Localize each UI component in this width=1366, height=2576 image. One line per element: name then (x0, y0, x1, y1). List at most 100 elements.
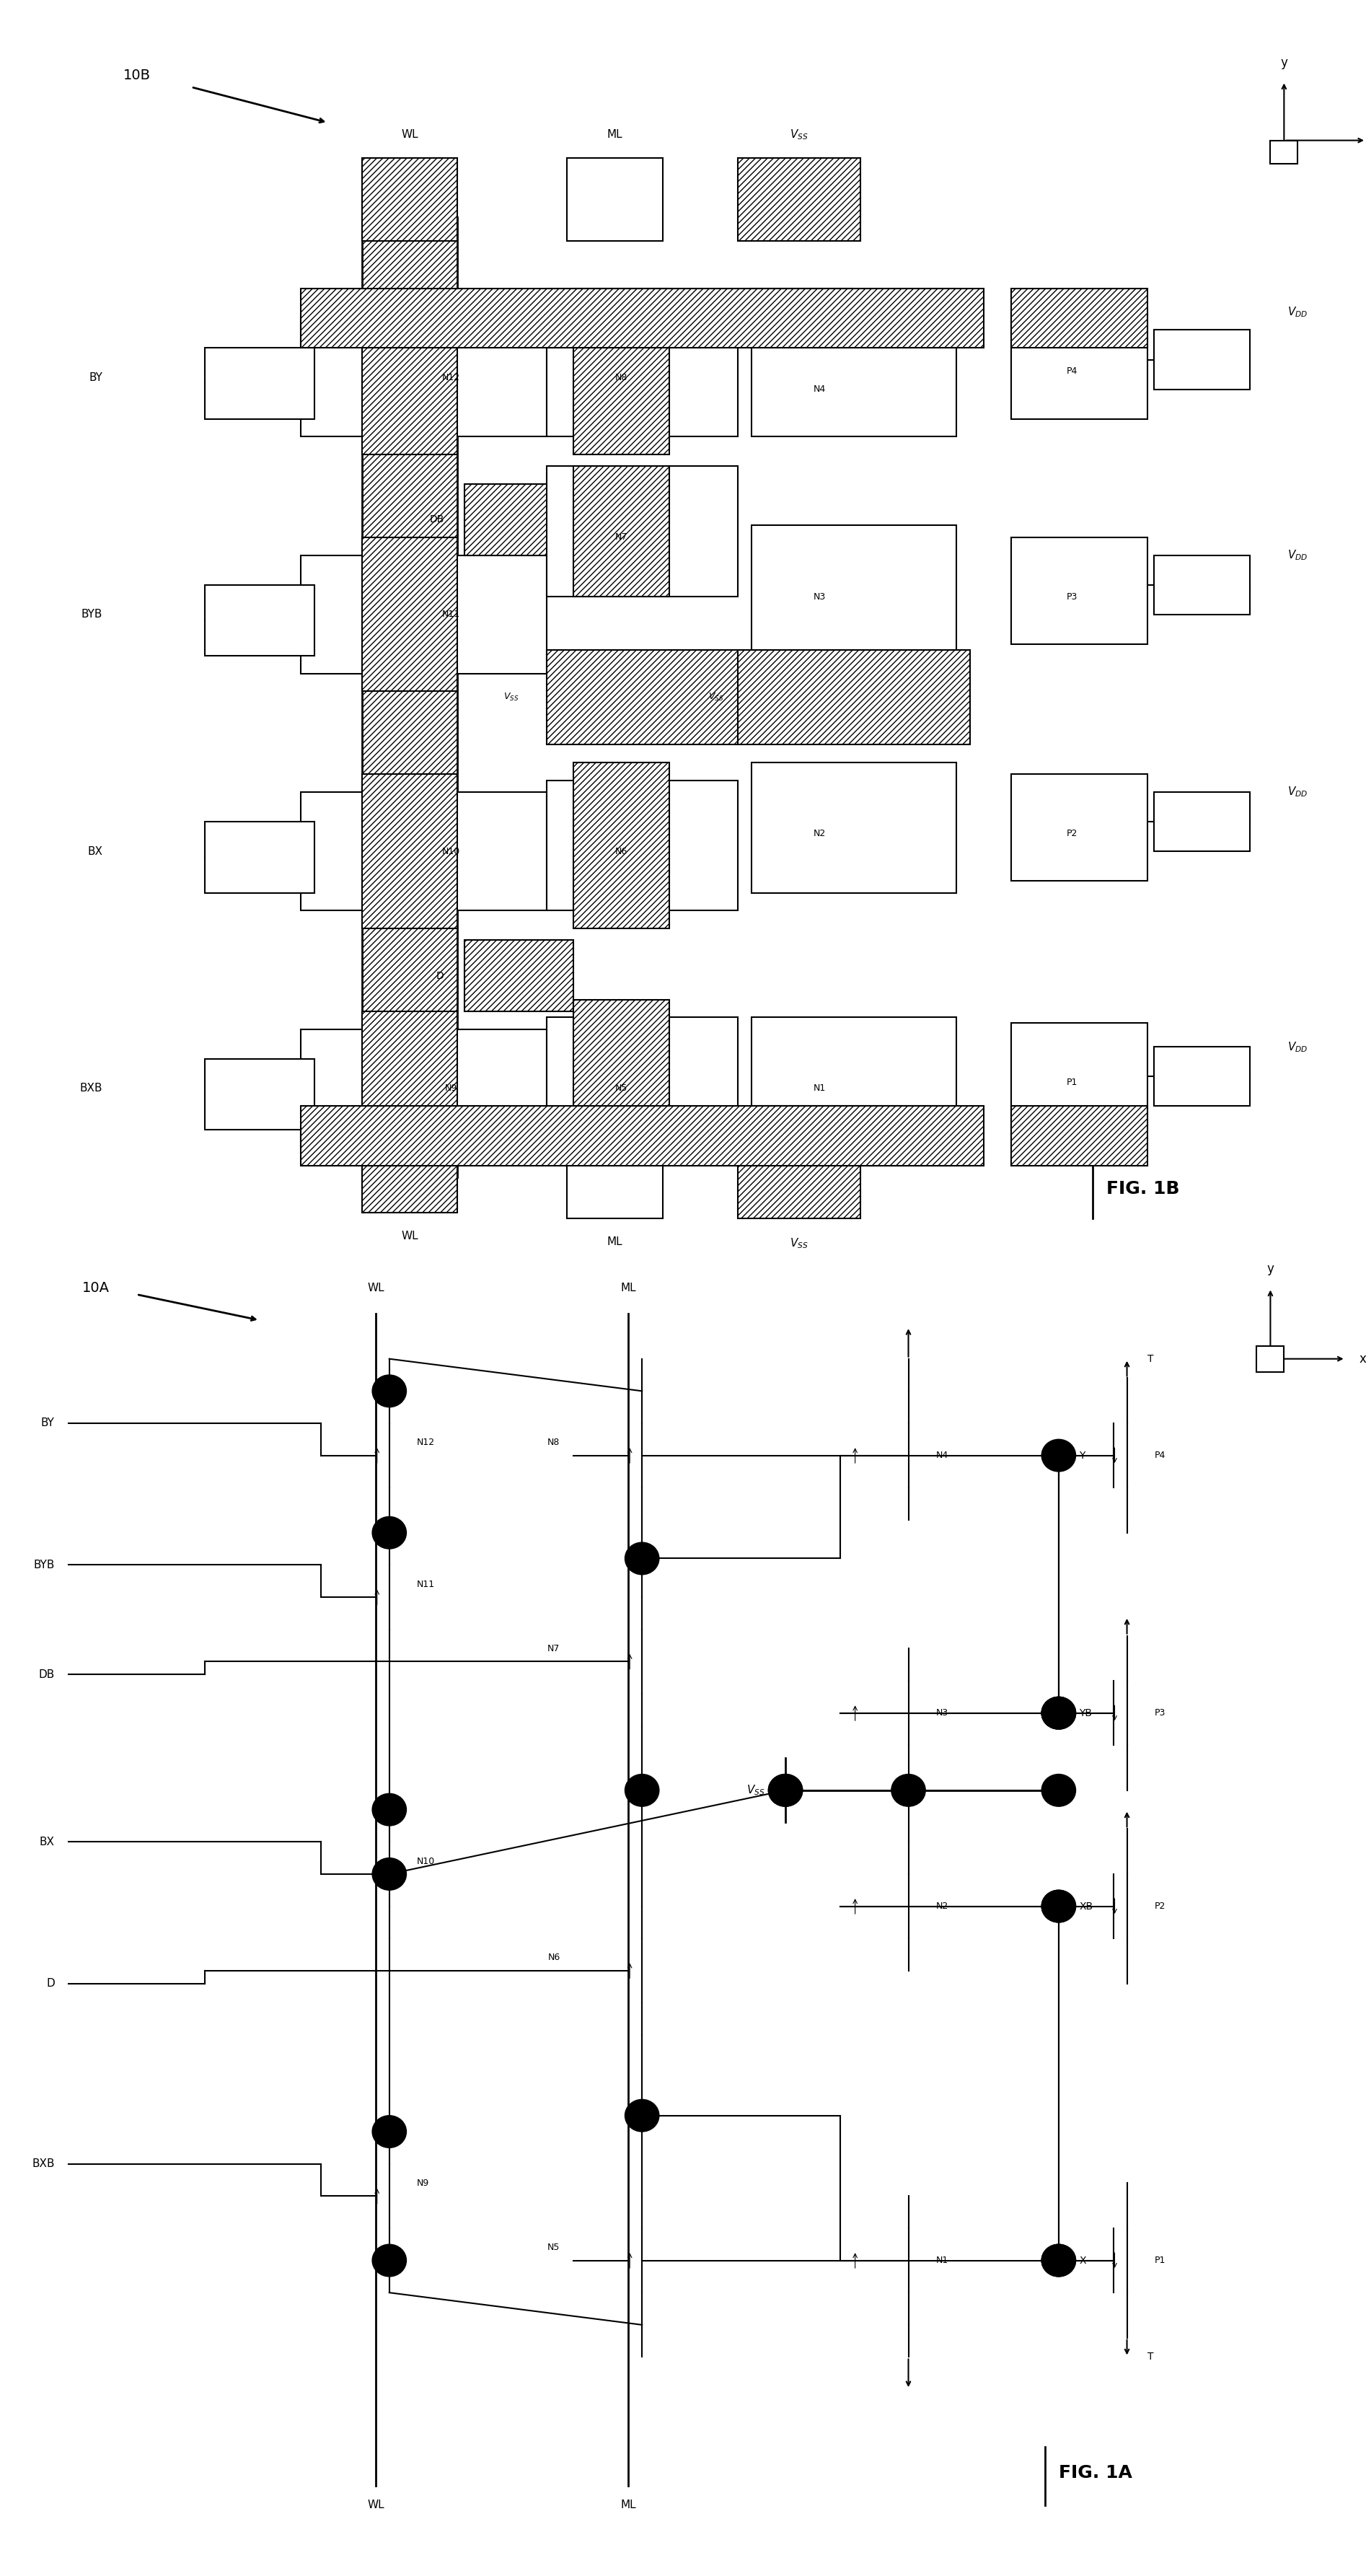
Bar (1011, 1105, 1147, 1164)
Text: XB: XB (1079, 1901, 1093, 1911)
Bar (546, 1018, 738, 1146)
Bar (362, 157, 458, 242)
Circle shape (1042, 1698, 1076, 1728)
Circle shape (1042, 1698, 1076, 1728)
Bar (205, 348, 314, 420)
Text: N2: N2 (813, 829, 826, 837)
Circle shape (1042, 1891, 1076, 1922)
Text: N8: N8 (615, 374, 628, 381)
Circle shape (626, 2099, 658, 2133)
Circle shape (372, 1857, 407, 1891)
Text: N10: N10 (441, 848, 460, 855)
Circle shape (626, 1543, 658, 1574)
Text: P1: P1 (1154, 2257, 1165, 2264)
Text: N3: N3 (813, 592, 826, 600)
Bar (464, 484, 574, 554)
Text: N2: N2 (936, 1901, 948, 1911)
Circle shape (1042, 1440, 1076, 1471)
Circle shape (1042, 2244, 1076, 2277)
Circle shape (769, 1775, 803, 1806)
Bar (574, 466, 669, 598)
Circle shape (372, 1793, 407, 1826)
Text: BX: BX (87, 845, 102, 858)
Bar (1154, 791, 1250, 850)
Bar (738, 1146, 861, 1218)
Text: ML: ML (607, 129, 623, 139)
Text: P3: P3 (1067, 592, 1078, 600)
Text: BYB: BYB (81, 608, 102, 621)
Text: N5: N5 (615, 1084, 628, 1092)
Bar (1011, 1023, 1147, 1131)
Bar (362, 1154, 458, 1213)
Text: N7: N7 (615, 533, 628, 541)
Text: N1: N1 (936, 2257, 948, 2264)
Bar (301, 1105, 984, 1164)
Circle shape (626, 1775, 658, 1806)
Text: BXB: BXB (79, 1082, 102, 1095)
Bar (1011, 775, 1147, 881)
Bar (546, 289, 854, 348)
Text: N7: N7 (548, 1643, 560, 1654)
Circle shape (1042, 1891, 1076, 1922)
Bar (751, 762, 956, 894)
Bar (751, 1018, 956, 1146)
Bar (205, 585, 314, 657)
Text: N10: N10 (417, 1857, 434, 1865)
Text: $V_{DD}$: $V_{DD}$ (1288, 1041, 1307, 1054)
Bar (362, 1012, 458, 1164)
Circle shape (1042, 1698, 1076, 1728)
Text: FIG. 1A: FIG. 1A (1059, 2465, 1132, 2481)
Bar (301, 317, 546, 435)
Text: N8: N8 (548, 1437, 560, 1448)
Text: ML: ML (607, 1236, 623, 1247)
Circle shape (372, 1376, 407, 1406)
Text: T: T (1147, 2352, 1153, 2362)
Bar (1011, 538, 1147, 644)
Text: N11: N11 (417, 1579, 434, 1589)
Bar (738, 157, 861, 242)
Text: WL: WL (402, 1231, 418, 1242)
Text: $V_{SS}$: $V_{SS}$ (790, 1236, 809, 1249)
Text: $V_{SS}$: $V_{SS}$ (709, 693, 724, 703)
Bar (301, 554, 546, 672)
Bar (1154, 330, 1250, 389)
Text: N9: N9 (417, 2179, 429, 2187)
Text: N12: N12 (417, 1437, 434, 1448)
Text: BXB: BXB (31, 2159, 55, 2169)
Text: DB: DB (429, 515, 444, 526)
Bar (546, 781, 738, 909)
Bar (1154, 556, 1250, 613)
Bar (1154, 1046, 1250, 1105)
Circle shape (372, 2115, 407, 2148)
Bar (464, 940, 574, 1012)
Bar (1257, 1345, 1284, 1370)
Text: Y: Y (1079, 1450, 1085, 1461)
Text: x: x (1359, 1352, 1366, 1365)
Text: $V_{SS}$: $V_{SS}$ (746, 1783, 765, 1798)
Bar (362, 216, 458, 1177)
Text: D: D (436, 971, 444, 981)
Bar (567, 157, 663, 242)
Text: N3: N3 (936, 1708, 948, 1718)
Bar (362, 301, 458, 453)
Text: BY: BY (41, 1417, 55, 1430)
Bar (751, 307, 956, 435)
Text: WL: WL (367, 1283, 384, 1293)
Text: ML: ML (620, 1283, 637, 1293)
Bar (751, 289, 956, 348)
Circle shape (372, 1517, 407, 1548)
Bar (574, 999, 669, 1164)
Text: ML: ML (620, 2499, 637, 2512)
Text: $V_{DD}$: $V_{DD}$ (1288, 786, 1307, 799)
Text: N5: N5 (548, 2244, 560, 2251)
Text: P1: P1 (1067, 1077, 1078, 1087)
Bar (751, 526, 956, 657)
Circle shape (769, 1775, 803, 1806)
Text: N4: N4 (936, 1450, 948, 1461)
Bar (301, 1028, 546, 1146)
Bar (574, 762, 669, 927)
Text: P2: P2 (1154, 1901, 1165, 1911)
Circle shape (372, 2244, 407, 2277)
Text: y: y (1266, 1262, 1274, 1275)
Text: FIG. 1B: FIG. 1B (1106, 1180, 1180, 1198)
